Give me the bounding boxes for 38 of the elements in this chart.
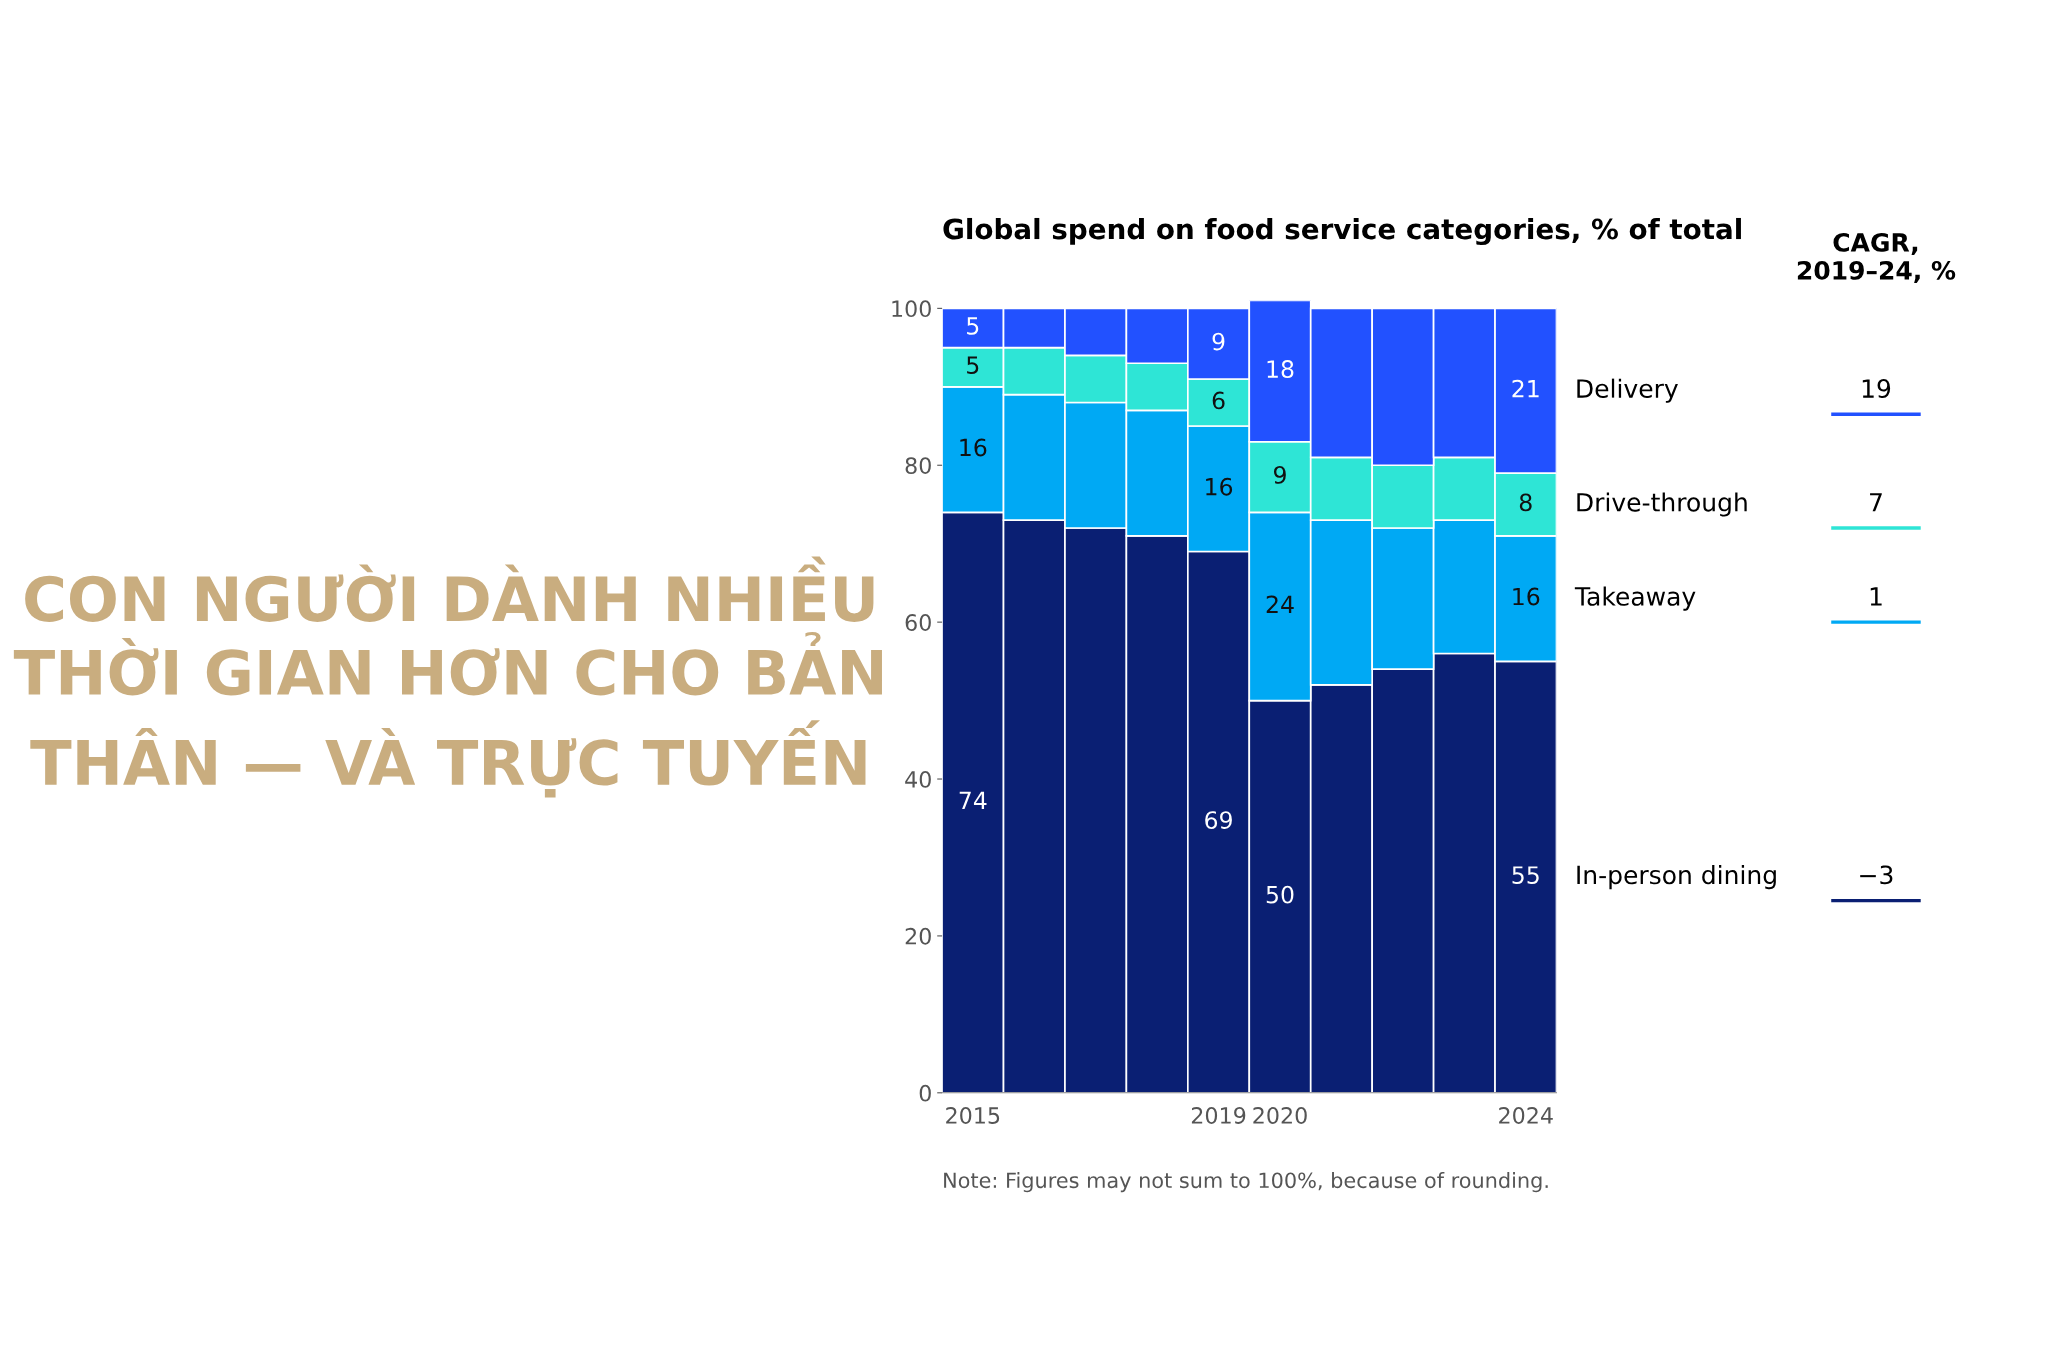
text: 19 (1862, 379, 1891, 398)
chart-subtitle: Global spend on food service categories, % of total (943, 217, 1741, 246)
data-label: 50 (1266, 885, 1294, 904)
data-label: 69 (1205, 811, 1232, 830)
y-tick-label: 80 (905, 457, 931, 475)
text: 1 (1870, 587, 1882, 606)
data-label: 55 (1512, 866, 1539, 884)
y-tick-label: 40 (905, 770, 931, 788)
x-tick-label: 2024 (1499, 1107, 1553, 1124)
series-label: Takeaway (1574, 586, 1696, 611)
data-label: 8 (1519, 493, 1532, 512)
series-label: In-person dining (1577, 864, 1776, 890)
data-label: 5 (967, 356, 979, 375)
data-label: 5 (967, 317, 979, 335)
data-label: 18 (1267, 360, 1294, 378)
x-tick-label: 2015 (946, 1107, 1000, 1124)
text: 7 (1870, 493, 1882, 512)
y-tick-label: 0 (919, 1084, 931, 1102)
y-tick-label: 20 (905, 927, 931, 945)
text: CAGR, 2019–24, % (1797, 232, 1956, 284)
y-tick-label: 100 (892, 300, 931, 318)
x-tick-label: 2019 (1191, 1107, 1246, 1124)
data-label: 9 (1212, 332, 1225, 351)
data-label: 74 (959, 791, 987, 810)
data-label: 21 (1512, 379, 1539, 398)
series-label: Delivery (1577, 378, 1678, 403)
data-label: 16 (960, 438, 987, 457)
y-tick-label: 60 (905, 614, 931, 631)
data-label: 16 (1206, 477, 1233, 496)
data-label: 6 (1212, 391, 1225, 410)
x-tick-label: 2020 (1253, 1107, 1307, 1124)
data-label: 9 (1273, 466, 1286, 484)
data-label: 16 (1513, 587, 1540, 606)
text: −3 (1860, 865, 1893, 885)
text: CON NGƯỜI DÀNH NHIỀU THỜI GIAN HƠN CHO BẢN THÂN — VÀ TRỰC TUYẾN (13, 556, 882, 798)
text: Note: Figures may not sum to 100%, because of rounding. (944, 1172, 1548, 1193)
data-label: 24 (1266, 595, 1294, 613)
series-label: Drive-through (1577, 492, 1747, 517)
